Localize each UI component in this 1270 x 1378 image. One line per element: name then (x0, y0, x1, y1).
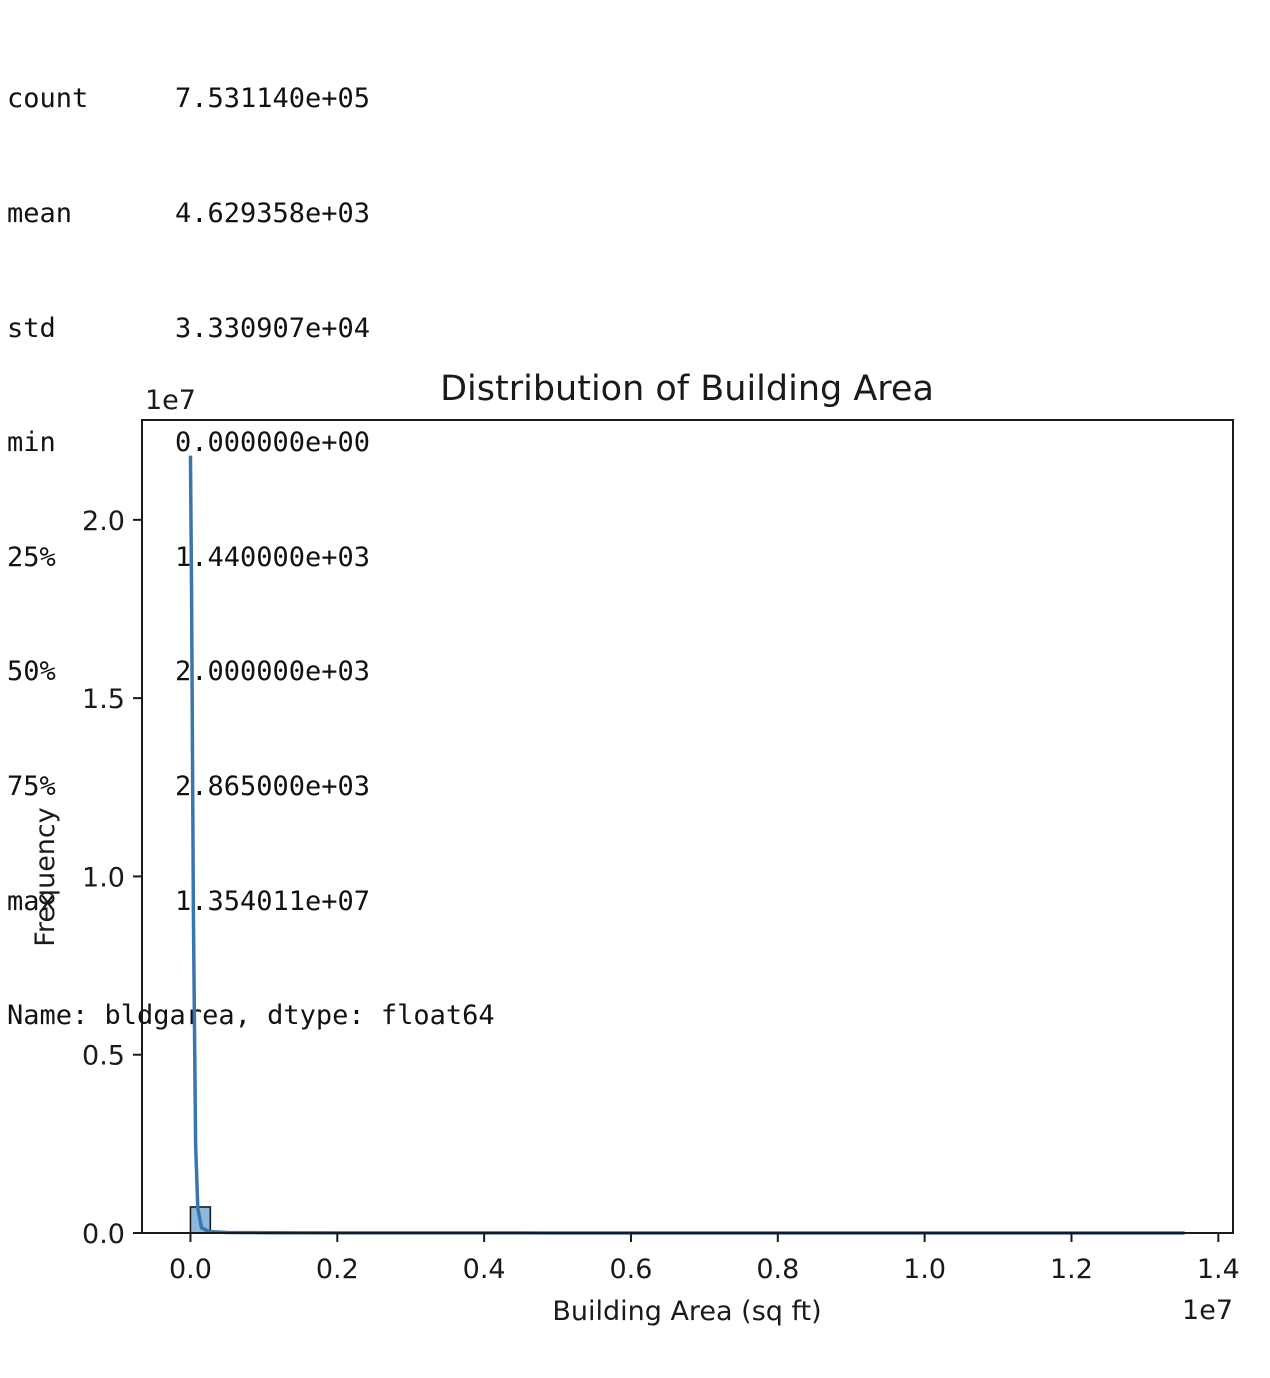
stat-value: 4.629358e+03 (175, 198, 371, 229)
x-tick-label: 0.2 (316, 1254, 359, 1285)
y-tick-label: 1.5 (82, 684, 125, 715)
y-tick-label: 2.0 (82, 506, 125, 537)
kde-line (188, 455, 1185, 1235)
stat-key: min (7, 427, 56, 459)
y-axis-label: Frequency (30, 807, 61, 947)
stat-value: 0.000000e+00 (175, 427, 371, 459)
chart-title: Distribution of Building Area (440, 369, 934, 409)
stat-row-std: std 3.330907e+04 (7, 310, 495, 348)
stat-value: 7.531140e+05 (175, 83, 371, 115)
y-tick-label: 0.5 (82, 1041, 125, 1072)
x-offset-label: 1e7 (1182, 1295, 1233, 1326)
describe-output: count 7.531140e+05 mean 4.629358e+03 std 3.… (7, 4, 495, 1074)
x-tick-label: 0.0 (169, 1254, 212, 1285)
y-tick-label: 1.0 (82, 862, 125, 893)
stat-key: 75% (7, 770, 56, 802)
plot-area (188, 455, 1185, 1235)
stat-value: 2.865000e+03 (175, 770, 371, 802)
stat-value: 2.000000e+03 (175, 656, 371, 688)
y-tick-label: 0.0 (82, 1219, 125, 1250)
x-axis-label: Building Area (sq ft) (552, 1296, 821, 1327)
x-tick-label: 1.2 (1050, 1254, 1093, 1285)
stat-key: mean (7, 198, 73, 229)
stat-value: 3.330907e+04 (175, 312, 371, 344)
stat-key: max (7, 885, 56, 917)
stat-key: count (7, 83, 89, 115)
stat-row-50: 50% 2.000000e+03 (7, 653, 495, 691)
stat-row-count: count 7.531140e+05 (7, 80, 495, 118)
stat-key: 50% (7, 656, 56, 688)
stat-key: std (7, 312, 56, 344)
x-tick-label: 0.6 (609, 1254, 652, 1285)
histogram-chart: Distribution of Building Area 1e7 1e7 Bu… (30, 369, 1240, 1327)
stat-row-25: 25% 1.440000e+03 (7, 539, 495, 577)
stat-key: 25% (7, 541, 56, 573)
stat-row-max: max 1.354011e+07 (7, 883, 495, 921)
stat-row-min: min 0.000000e+00 (7, 424, 495, 462)
stat-value: 1.354011e+07 (175, 885, 371, 917)
stat-value: 1.440000e+03 (175, 541, 371, 573)
x-tick-label: 0.8 (756, 1254, 799, 1285)
x-tick-label: 1.0 (903, 1254, 946, 1285)
x-tick-label: 0.4 (463, 1254, 506, 1285)
x-tick-label: 1.4 (1197, 1254, 1240, 1285)
axis-ticks: 0.0 0.2 0.4 0.6 0.8 1.0 1.2 1.4 0.0 0.5 1.0 1.5 2.0 (82, 506, 1240, 1285)
stat-row-75: 75% 2.865000e+03 (7, 768, 495, 806)
y-offset-label: 1e7 (145, 385, 196, 416)
stat-row-mean: mean 4.629358e+03 (7, 195, 495, 233)
series-name-line: Name: bldgarea, dtype: float64 (7, 1000, 495, 1032)
axes-frame (141, 419, 1234, 1234)
